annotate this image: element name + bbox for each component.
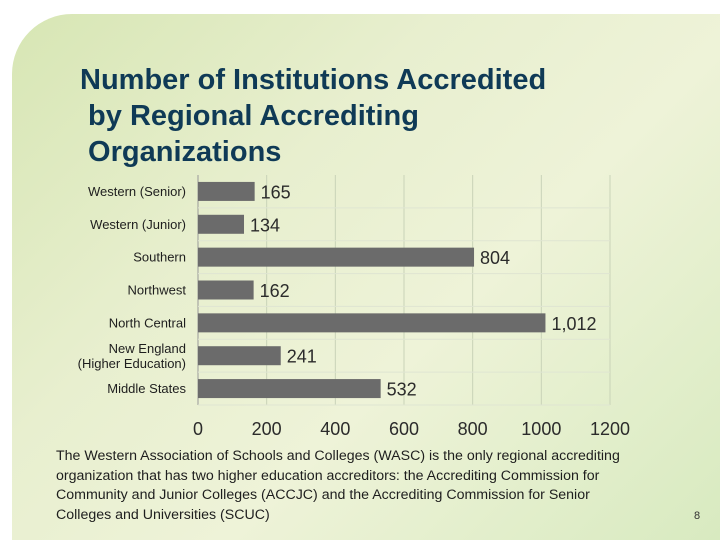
x-tick-label: 400	[320, 419, 350, 439]
category-label: Western (Senior)	[88, 184, 186, 199]
category-label: Middle States	[107, 381, 186, 396]
value-label: 804	[480, 248, 510, 268]
title-line-3: Organizations	[80, 136, 282, 168]
value-label: 241	[287, 347, 317, 367]
category-label: Northwest	[127, 283, 186, 298]
category-label: Western (Junior)	[90, 217, 186, 232]
value-label: 532	[387, 380, 417, 400]
bar	[198, 379, 381, 399]
category-label: New England (Higher Education)	[78, 341, 186, 371]
title-line-1: Number of Institutions Accredited	[80, 64, 547, 96]
x-tick-label: 1000	[521, 419, 561, 439]
bar	[198, 346, 281, 366]
title-line-2: by Regional Accrediting	[80, 100, 419, 132]
bar	[198, 181, 255, 201]
value-label: 165	[261, 182, 291, 202]
value-label: 134	[250, 215, 280, 235]
caption-text: The Western Association of Schools and C…	[56, 448, 620, 523]
page-number: 8	[694, 510, 701, 522]
x-tick-label: 800	[458, 419, 488, 439]
category-label: North Central	[109, 315, 186, 330]
x-tick-label: 600	[389, 419, 419, 439]
x-tick-label: 200	[252, 419, 282, 439]
category-label: Southern	[133, 250, 186, 265]
value-label: 162	[260, 281, 290, 301]
x-tick-label: 0	[193, 419, 203, 439]
bar	[198, 214, 245, 234]
value-label: 1,012	[551, 314, 596, 334]
bar	[198, 280, 254, 300]
bar	[198, 313, 546, 333]
slide-background	[12, 14, 720, 540]
chart-title: Number of Institutions Accredited by Reg…	[80, 62, 640, 170]
x-tick-label: 1200	[590, 419, 630, 439]
bar	[198, 247, 475, 267]
